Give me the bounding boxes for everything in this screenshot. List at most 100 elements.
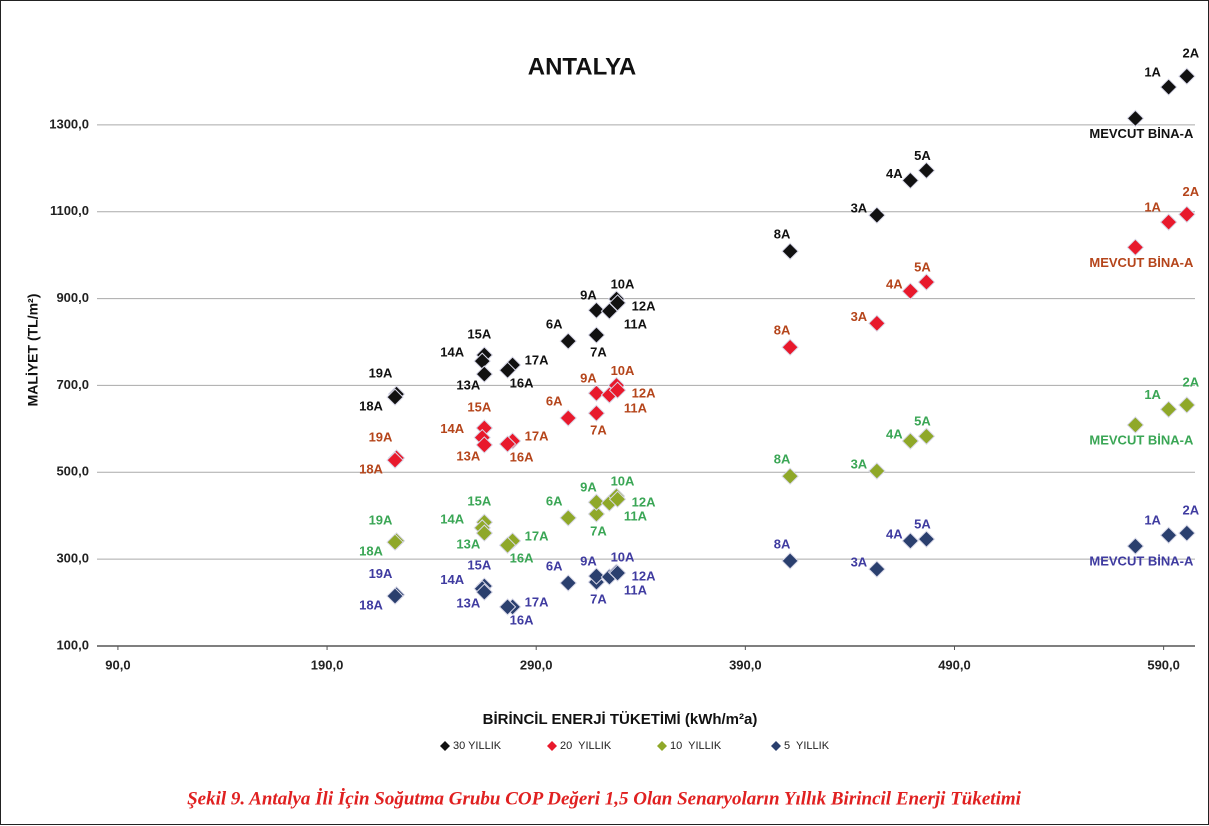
point-label: 5A <box>914 148 931 163</box>
point <box>1178 396 1196 414</box>
point-label: 10A <box>611 276 635 291</box>
point <box>901 171 920 190</box>
legend-label: 30 YILLIK <box>453 740 502 752</box>
point <box>1178 205 1196 224</box>
y-tick-label: 700,0 <box>56 377 89 392</box>
point-label: 17A <box>525 528 549 543</box>
point-label: 18A <box>359 462 383 477</box>
point-label: 2A <box>1183 184 1200 199</box>
point <box>475 524 494 542</box>
point-label: 4A <box>886 426 903 441</box>
point-label: 6A <box>546 493 563 508</box>
point <box>587 493 606 511</box>
point-label: 1A <box>1144 65 1161 80</box>
point <box>917 427 936 445</box>
point <box>868 314 886 333</box>
x-axis-title: BİRİNCİL ENERJİ TÜKETİMİ (kWh/m²a) <box>483 711 758 728</box>
point <box>1126 238 1145 257</box>
point <box>917 161 936 180</box>
legend-label: 10 YILLIK <box>670 740 722 752</box>
point-label: 7A <box>590 523 607 538</box>
y-axis-title: MALİYET (TL/m²) <box>25 294 41 407</box>
point <box>1159 78 1178 96</box>
x-tick-label: 190,0 <box>311 657 344 672</box>
point <box>386 388 404 406</box>
point <box>1159 400 1178 419</box>
point-label: MEVCUT BİNA-A <box>1089 255 1194 270</box>
point <box>1126 537 1145 555</box>
point-label: 8A <box>774 227 791 242</box>
point-label: MEVCUT BİNA-A <box>1089 126 1194 141</box>
point <box>498 536 517 554</box>
point-label: 17A <box>525 594 549 609</box>
point <box>498 598 517 616</box>
point <box>917 530 936 548</box>
point-label: 4A <box>886 166 903 181</box>
point-label: 8A <box>774 452 791 467</box>
point <box>868 560 886 578</box>
point-label: 14A <box>440 572 464 587</box>
point-label: 7A <box>590 344 607 359</box>
point-label: 5A <box>914 414 931 429</box>
point <box>608 381 627 399</box>
point-label: 11A <box>624 509 648 524</box>
point <box>386 533 404 551</box>
point-label: 10A <box>611 474 635 489</box>
x-tick-label: 590,0 <box>1147 657 1180 672</box>
point-label: MEVCUT BİNA-A <box>1089 432 1194 447</box>
point <box>608 564 627 582</box>
point <box>1159 526 1178 544</box>
point-label: 13A <box>456 448 480 463</box>
point-label: 10A <box>611 550 635 565</box>
point-label: 5A <box>914 517 931 532</box>
y-tick-label: 300,0 <box>56 551 89 566</box>
point-label: 17A <box>525 428 549 443</box>
point <box>781 552 799 570</box>
point-label: 14A <box>440 511 464 526</box>
point-label: 11A <box>624 400 648 415</box>
point <box>559 574 577 592</box>
point-label: 9A <box>580 288 597 303</box>
point-label: 12A <box>632 568 656 583</box>
point-label: 16A <box>510 376 534 391</box>
point <box>1126 109 1145 128</box>
point <box>386 451 404 469</box>
point <box>498 435 517 453</box>
point <box>868 206 886 224</box>
point-label: 6A <box>546 558 563 573</box>
point-label: 9A <box>580 480 597 495</box>
point-label: 13A <box>456 537 480 552</box>
point-label: 8A <box>774 323 791 338</box>
point <box>587 301 606 320</box>
point <box>587 567 606 585</box>
point-label: 4A <box>886 277 903 292</box>
point <box>559 509 577 527</box>
point-label: 14A <box>440 421 464 436</box>
y-tick-label: 500,0 <box>56 464 89 479</box>
point <box>1178 524 1196 542</box>
point <box>608 294 627 312</box>
point <box>587 404 606 422</box>
point-label: 15A <box>467 558 491 573</box>
y-tick-label: 900,0 <box>56 290 89 305</box>
point-label: 5A <box>914 260 931 275</box>
point-label: 3A <box>851 201 868 216</box>
x-tick-label: 90,0 <box>105 657 130 672</box>
point <box>475 365 494 383</box>
point-label: 11A <box>624 582 648 597</box>
point-label: 18A <box>359 544 383 559</box>
point-label: 16A <box>510 551 534 566</box>
legend-marker <box>440 741 450 751</box>
point-label: 1A <box>1144 200 1161 215</box>
point-label: 14A <box>440 345 464 360</box>
point-label: 12A <box>632 386 656 401</box>
point <box>1159 213 1178 231</box>
point-label: 2A <box>1183 503 1200 518</box>
point <box>901 532 920 550</box>
point <box>559 332 577 350</box>
chart-title: ANTALYA <box>528 53 636 80</box>
point <box>781 338 799 356</box>
point <box>901 432 920 450</box>
